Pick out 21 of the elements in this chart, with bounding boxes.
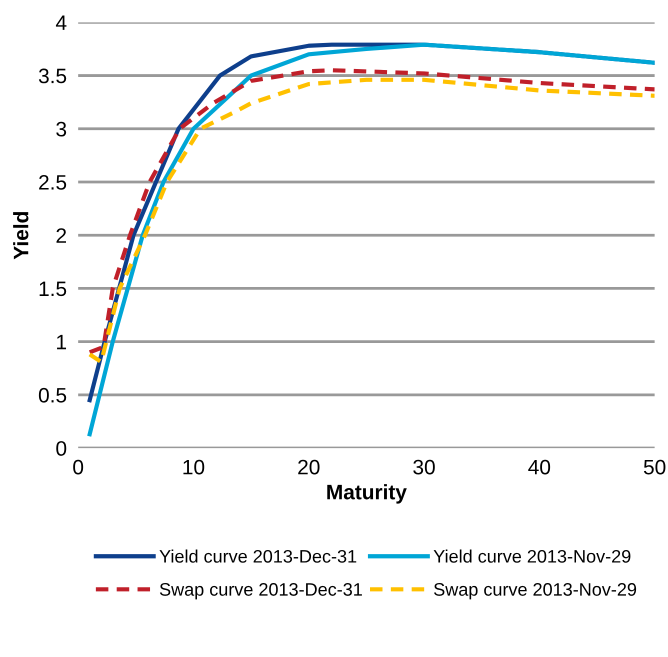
y-tick-label: 2 (56, 228, 66, 243)
y-axis-title: Yield (13, 212, 28, 260)
y-tick-label: 1 (57, 334, 66, 350)
y-tick-label: 3 (56, 122, 66, 137)
x-tick-label: 10 (183, 460, 204, 474)
y-tick-label: 4 (56, 16, 66, 30)
legend-label: Yield curve 2013-Nov-29 (434, 549, 630, 563)
x-tick-label: 40 (528, 460, 550, 474)
x-axis-title: Maturity (327, 484, 407, 504)
x-tick-label: 30 (413, 460, 435, 474)
legend-label: Swap curve 2013-Nov-29 (434, 583, 636, 600)
y-tick-label: 0.5 (38, 388, 66, 403)
x-tick-label: 0 (73, 460, 84, 474)
x-tick-label: 20 (298, 460, 320, 474)
y-tick-label: 3.5 (38, 68, 66, 84)
x-tick-label: 50 (644, 460, 666, 474)
legend-label: Swap curve 2013-Dec-31 (160, 583, 362, 600)
y-tick-label: 0 (56, 441, 66, 456)
y-tick-label: 2.5 (39, 174, 66, 190)
y-tick-label: 1.5 (40, 282, 66, 296)
legend-label: Yield curve 2013-Dec-31 (159, 549, 356, 563)
